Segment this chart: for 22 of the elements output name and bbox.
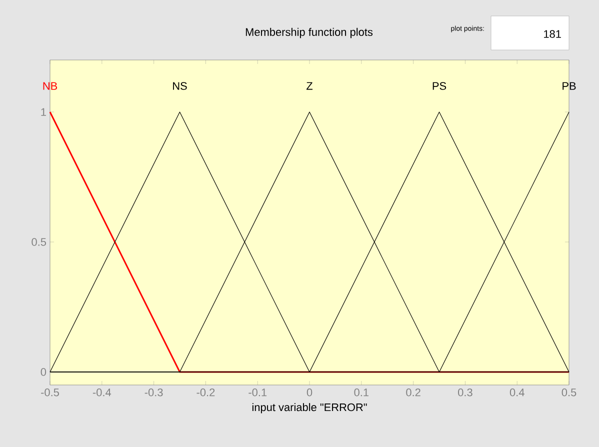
text: NS <box>173 82 187 90</box>
x-axis-title: input variable "ERROR" <box>252 403 367 414</box>
x-tick-label: -0.1 <box>248 388 267 396</box>
text: Z <box>306 82 313 90</box>
y-tick-label: 1 <box>41 108 46 116</box>
x-tick-label: 0.2 <box>406 388 420 396</box>
x-tick-label: -0.5 <box>41 388 59 396</box>
x-tick-label: 0.1 <box>354 388 368 396</box>
text: PS <box>432 82 446 90</box>
text: PB <box>562 82 576 90</box>
x-tick-label: 0 <box>306 388 312 396</box>
x-tick-label: 0.5 <box>562 388 576 396</box>
y-tick-label: 0.5 <box>32 238 46 246</box>
y-tick-label: 0 <box>40 368 46 376</box>
x-tick-label: -0.2 <box>196 388 215 396</box>
x-tick-label: 0.4 <box>510 388 524 396</box>
x-tick-label: -0.4 <box>92 388 112 396</box>
x-tick-label: 0.3 <box>458 388 472 396</box>
text: NB <box>43 82 58 90</box>
x-tick-label: -0.3 <box>144 388 163 396</box>
chart-title: Membership function plots <box>246 28 373 38</box>
text: 181 <box>544 30 561 38</box>
